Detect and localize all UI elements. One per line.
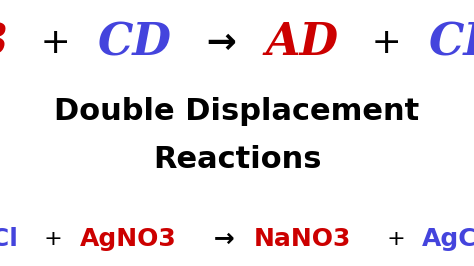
- Text: AgNO3: AgNO3: [80, 227, 176, 251]
- Text: +: +: [29, 26, 82, 60]
- Text: +: +: [37, 229, 70, 250]
- Text: AB: AB: [0, 21, 8, 64]
- Text: +: +: [380, 229, 413, 250]
- Text: AgCl: AgCl: [422, 227, 474, 251]
- Text: AD: AD: [265, 21, 338, 64]
- Text: →: →: [204, 227, 243, 251]
- Text: +: +: [359, 26, 413, 60]
- Text: NaNO3: NaNO3: [254, 227, 352, 251]
- Text: Reactions: Reactions: [153, 145, 321, 174]
- Text: CD: CD: [98, 21, 172, 64]
- Text: CB: CB: [428, 21, 474, 64]
- Text: →: →: [193, 26, 249, 60]
- Text: Double Displacement: Double Displacement: [55, 97, 419, 126]
- Text: NaCl: NaCl: [0, 227, 18, 251]
